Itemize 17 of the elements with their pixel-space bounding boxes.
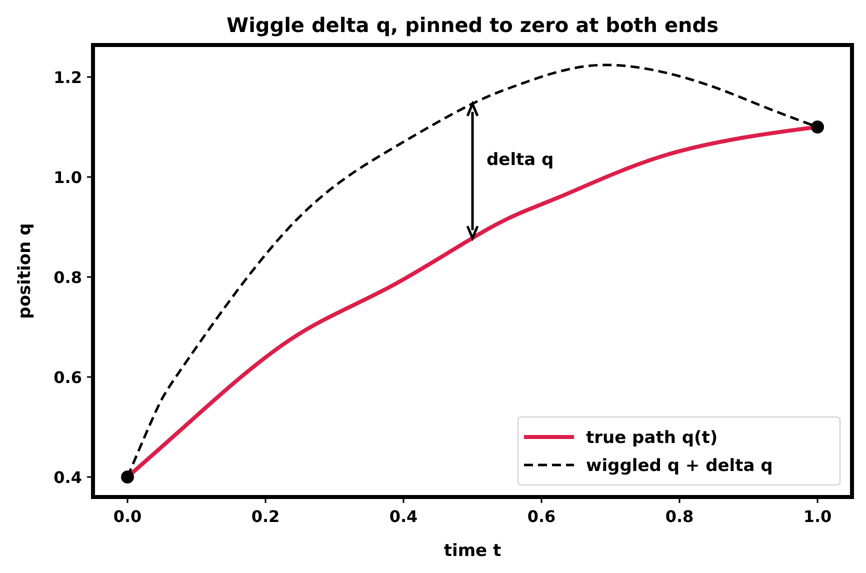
x-tick-label: 1.0 bbox=[803, 507, 832, 526]
y-axis-title: position q bbox=[15, 223, 35, 319]
y-tick-label: 0.4 bbox=[54, 468, 82, 487]
annotation: delta q bbox=[486, 150, 554, 170]
x-tick-label: 0.2 bbox=[251, 507, 280, 526]
x-tick-label: 0.4 bbox=[389, 507, 418, 526]
x-tick-label: 0.8 bbox=[665, 507, 694, 526]
y-tick-label: 1.2 bbox=[54, 68, 82, 87]
x-axis-title: time t bbox=[444, 541, 502, 561]
legend-label: true path q(t) bbox=[586, 428, 718, 448]
y-tick-label: 0.6 bbox=[54, 368, 82, 387]
y-tick-label: 0.8 bbox=[54, 268, 82, 287]
legend-label: wiggled q + delta q bbox=[586, 456, 773, 476]
chart-title: Wiggle delta q, pinned to zero at both ends bbox=[226, 13, 718, 37]
y-tick-label: 1.0 bbox=[54, 168, 82, 187]
x-tick-label: 0.0 bbox=[113, 507, 142, 526]
x-tick-label: 0.6 bbox=[527, 507, 556, 526]
